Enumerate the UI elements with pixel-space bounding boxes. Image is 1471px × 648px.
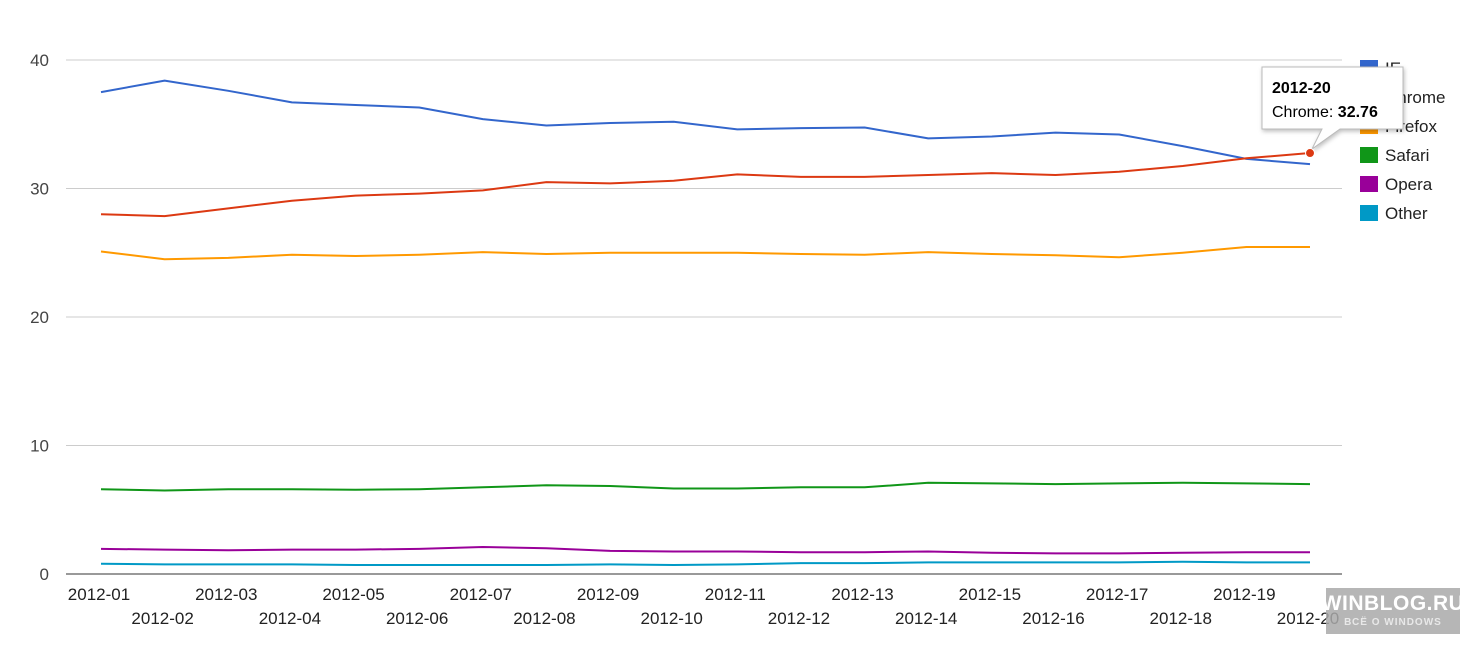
legend-label: Safari	[1385, 146, 1429, 165]
legend-swatch	[1360, 205, 1378, 221]
x-tick-label: 2012-13	[831, 585, 893, 604]
y-tick-label: 30	[30, 180, 49, 199]
y-tick-label: 40	[30, 51, 49, 70]
x-tick-label: 2012-16	[1022, 609, 1084, 628]
tooltip-box	[1261, 66, 1404, 150]
y-tick-label: 0	[40, 565, 49, 584]
tooltip-value: 32.76	[1338, 104, 1378, 121]
legend-label: Other	[1385, 204, 1428, 223]
x-tick-label: 2012-01	[68, 585, 130, 604]
x-tick-label: 2012-06	[386, 609, 448, 628]
x-tick-label: 2012-15	[959, 585, 1021, 604]
x-axis-ticks: 2012-012012-022012-032012-042012-052012-…	[68, 585, 1339, 628]
series-line-firefox	[100, 246, 1310, 261]
y-tick-label: 20	[30, 308, 49, 327]
series-line-other	[100, 560, 1310, 566]
x-tick-label: 2012-05	[322, 585, 384, 604]
x-tick-label: 2012-14	[895, 609, 957, 628]
gridlines	[66, 59, 1342, 575]
y-axis-ticks: 0 10 20 30 40	[30, 51, 49, 584]
x-tick-label: 2012-07	[450, 585, 512, 604]
watermark-background	[1326, 588, 1460, 634]
x-tick-label: 2012-19	[1213, 585, 1275, 604]
series-line-ie	[100, 79, 1311, 166]
x-tick-label: 2012-12	[768, 609, 830, 628]
watermark-sub-text: ВСЁ О WINDOWS	[1344, 615, 1442, 628]
legend-label: Opera	[1385, 175, 1433, 194]
legend-swatch	[1360, 147, 1378, 163]
series-line-opera	[100, 546, 1310, 555]
watermark-main-text: WINBLOG.RU	[1322, 592, 1465, 615]
x-tick-label: 2012-02	[131, 609, 193, 628]
x-tick-label: 2012-08	[513, 609, 575, 628]
x-tick-label: 2012-09	[577, 585, 639, 604]
tooltip: 2012-20 Chrome: 32.76	[1261, 66, 1404, 159]
series-line-safari	[100, 481, 1311, 492]
x-tick-label: 2012-17	[1086, 585, 1148, 604]
highlighted-point	[1305, 148, 1315, 159]
series-line-chrome	[100, 152, 1311, 218]
y-tick-label: 10	[30, 437, 49, 456]
x-tick-label: 2012-03	[195, 585, 257, 604]
x-tick-label: 2012-11	[705, 585, 766, 604]
series-lines	[100, 79, 1311, 566]
x-tick-label: 2012-20	[1277, 609, 1339, 628]
legend-swatch	[1360, 176, 1378, 192]
x-tick-label: 2012-04	[259, 609, 321, 628]
tooltip-line: Chrome: 32.76	[1272, 104, 1378, 121]
tooltip-series-label: Chrome:	[1272, 104, 1338, 121]
x-tick-label: 2012-10	[640, 609, 702, 628]
x-tick-label: 2012-18	[1150, 609, 1212, 628]
tooltip-title: 2012-20	[1272, 80, 1331, 97]
watermark: WINBLOG.RU ВСЁ О WINDOWS	[1322, 588, 1465, 634]
